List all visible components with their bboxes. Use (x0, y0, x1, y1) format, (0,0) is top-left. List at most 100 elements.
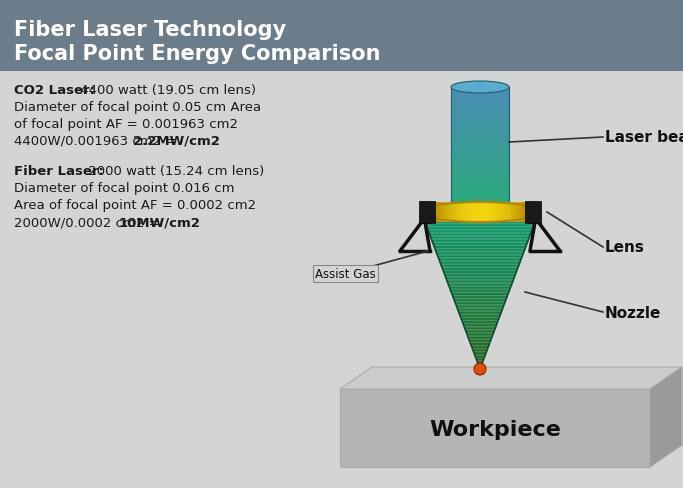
Bar (452, 203, 454, 223)
Bar (451, 191, 509, 193)
Polygon shape (458, 312, 501, 313)
Polygon shape (464, 325, 497, 326)
Bar (451, 199, 509, 201)
Bar (451, 128, 509, 130)
Polygon shape (445, 277, 515, 278)
Text: 2000W/0.0002 cm2 =: 2000W/0.0002 cm2 = (14, 216, 164, 228)
Bar (451, 197, 509, 199)
Bar (451, 138, 509, 140)
Polygon shape (470, 343, 490, 345)
Bar (451, 178, 509, 180)
Bar (451, 168, 509, 170)
Bar (451, 123, 509, 125)
Bar (451, 112, 509, 114)
Bar (451, 95, 509, 97)
Polygon shape (451, 291, 509, 293)
Polygon shape (474, 353, 486, 355)
Bar (493, 203, 495, 223)
Bar (451, 139, 509, 141)
Polygon shape (457, 307, 503, 309)
Bar (466, 203, 469, 223)
Bar (451, 176, 509, 177)
Polygon shape (438, 256, 522, 258)
Bar (488, 203, 489, 223)
Polygon shape (460, 316, 500, 318)
Bar (451, 200, 509, 202)
Bar (451, 129, 509, 131)
Bar (494, 203, 497, 223)
Bar (451, 116, 509, 118)
Bar (451, 161, 509, 163)
Bar (530, 203, 532, 223)
Bar (470, 203, 472, 223)
Bar (510, 203, 512, 223)
Polygon shape (479, 368, 481, 369)
Bar (451, 91, 509, 93)
Bar (489, 203, 491, 223)
Bar (430, 203, 432, 223)
Bar (499, 203, 501, 223)
Polygon shape (432, 240, 529, 242)
Polygon shape (456, 306, 503, 307)
Bar (464, 203, 466, 223)
Polygon shape (432, 242, 528, 243)
Bar (531, 203, 533, 223)
Bar (451, 107, 509, 109)
Text: 2000 watt (15.24 cm lens): 2000 watt (15.24 cm lens) (84, 164, 264, 178)
Polygon shape (449, 285, 512, 287)
Bar (451, 162, 509, 164)
Polygon shape (427, 227, 533, 228)
Bar (451, 115, 509, 116)
Bar (538, 203, 540, 223)
Bar (451, 177, 509, 179)
Bar (451, 132, 509, 133)
Polygon shape (438, 258, 522, 259)
Bar (438, 203, 441, 223)
Polygon shape (458, 310, 502, 312)
Polygon shape (426, 225, 534, 227)
Polygon shape (431, 239, 529, 240)
Bar (451, 157, 509, 159)
Bar (526, 203, 528, 223)
Polygon shape (473, 349, 488, 350)
Polygon shape (454, 299, 506, 300)
Text: Area of focal point AF = 0.0002 cm2: Area of focal point AF = 0.0002 cm2 (14, 199, 256, 212)
Polygon shape (475, 358, 484, 359)
Polygon shape (441, 265, 519, 266)
Polygon shape (478, 364, 482, 365)
Bar (451, 182, 509, 183)
Bar (451, 130, 509, 132)
Polygon shape (456, 303, 505, 305)
Polygon shape (438, 259, 521, 261)
Bar (451, 147, 509, 149)
Polygon shape (450, 290, 510, 291)
Bar (433, 203, 435, 223)
Polygon shape (435, 249, 525, 250)
Bar (451, 195, 509, 197)
Bar (451, 201, 509, 203)
Bar (451, 156, 509, 158)
Bar (451, 124, 509, 126)
Bar (451, 133, 509, 135)
Bar (0, 0, 683, 72)
Bar (446, 203, 448, 223)
Bar (451, 207, 509, 209)
Text: Diameter of focal point 0.016 cm: Diameter of focal point 0.016 cm (14, 182, 234, 195)
Text: of focal point AF = 0.001963 cm2: of focal point AF = 0.001963 cm2 (14, 118, 238, 131)
Bar (451, 203, 452, 223)
Bar (424, 203, 426, 223)
Text: 10MW/cm2: 10MW/cm2 (119, 216, 201, 228)
Text: Focal Point Energy Comparison: Focal Point Energy Comparison (14, 44, 380, 64)
Bar (455, 203, 457, 223)
Bar (475, 203, 477, 223)
Polygon shape (447, 280, 514, 281)
Text: 4400W/0.001963 cm2 =: 4400W/0.001963 cm2 = (14, 135, 180, 148)
Polygon shape (468, 337, 492, 339)
Polygon shape (463, 324, 497, 325)
Bar (516, 203, 518, 223)
Bar (483, 203, 485, 223)
Polygon shape (455, 302, 505, 303)
Polygon shape (475, 356, 485, 358)
Bar (451, 113, 509, 115)
Text: Workpiece: Workpiece (429, 419, 561, 439)
